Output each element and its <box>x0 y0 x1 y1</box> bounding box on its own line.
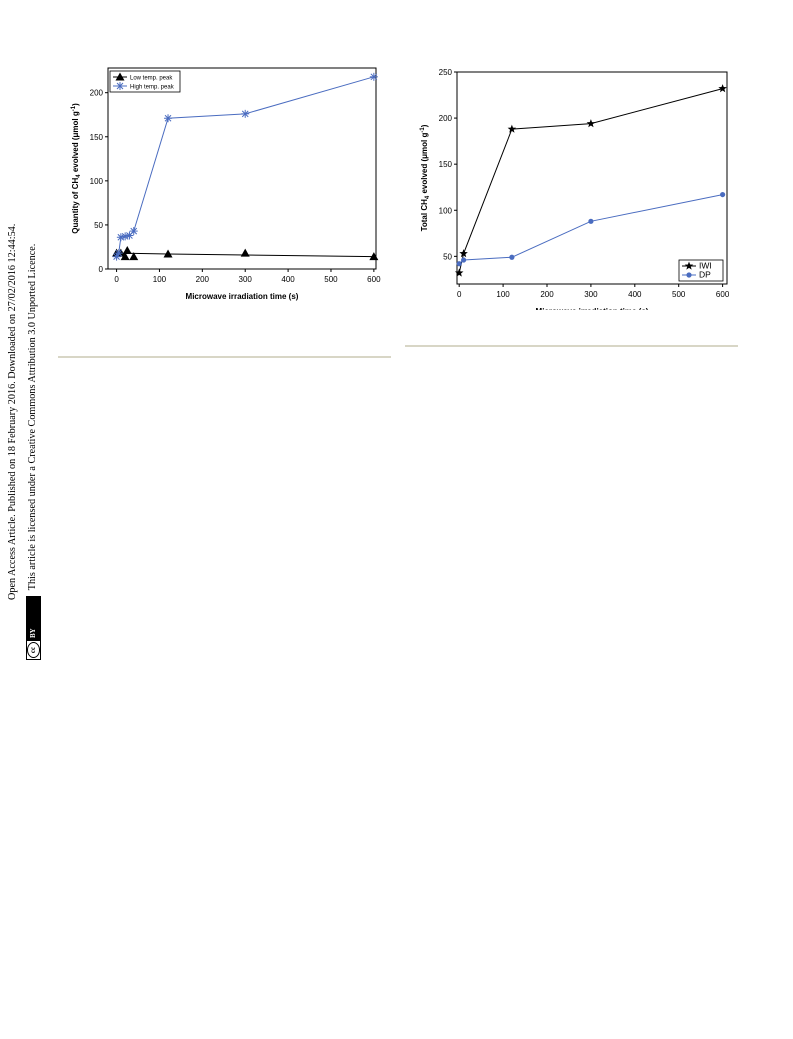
data-point <box>164 114 173 123</box>
plot-frame <box>107 67 377 270</box>
x-tick-label: 600 <box>367 275 381 284</box>
y-axis-label-part: mol g <box>420 133 429 154</box>
data-point <box>163 249 173 258</box>
x-tick-label: 0 <box>114 275 119 284</box>
x-tick-label: 0 <box>457 290 462 299</box>
y-axis-label-part: -1 <box>71 105 77 111</box>
cc-logo-icon: cc <box>26 642 40 658</box>
legend-box <box>109 70 181 93</box>
data-point <box>240 248 250 257</box>
data-point <box>588 218 594 224</box>
legend-label: IWI <box>699 261 712 271</box>
x-tick-label: 100 <box>153 275 167 284</box>
y-axis-label-part: Quantity of CH <box>71 178 80 234</box>
x-tick-label: 500 <box>672 290 686 299</box>
series-line <box>458 194 723 265</box>
chart-right-panel: 0 100 200 300 400 500 600 50 100 150 200 250 Microwa… <box>405 60 740 316</box>
y-tick-label: 150 <box>439 160 453 169</box>
x-tick-label: 100 <box>496 290 510 299</box>
data-point <box>507 124 517 133</box>
legend-marker <box>686 272 692 278</box>
y-tick-label: 0 <box>99 265 104 274</box>
by-label: BY <box>26 625 40 641</box>
license-line[interactable]: This article is licensed under a Creativ… <box>27 243 38 591</box>
y-axis-label-part: mol g <box>71 111 80 132</box>
publication-info: Open Access Article. Published on 18 Feb… <box>6 190 20 660</box>
x-tick-label: 200 <box>540 290 554 299</box>
series-line <box>458 88 723 274</box>
x-tick-label: 600 <box>716 290 730 299</box>
divider-left <box>58 356 391 358</box>
badge-bar <box>26 597 40 626</box>
chart-left-panel: 0 100 200 300 400 500 600 0 50 100 150 200 Microwave… <box>60 60 395 310</box>
x-axis-label: Microwave irradiation time (s) <box>536 307 649 310</box>
series-low-temp-peak <box>112 245 379 261</box>
data-point <box>460 257 467 263</box>
y-axis-label: Quantity of CH4 evolved (μmol g-1) <box>71 103 82 234</box>
x-tick-label: 500 <box>324 275 338 284</box>
license-sidebar: Open Access Article. Published on 18 Feb… <box>6 190 41 660</box>
data-point <box>129 227 138 236</box>
legend-label: High temp. peak <box>130 85 175 91</box>
data-point <box>369 252 379 261</box>
legend: Low temp. peak High temp. peak <box>109 70 181 93</box>
y-tick-label: 100 <box>90 177 104 186</box>
data-point <box>122 245 132 254</box>
x-tick-label: 300 <box>239 275 253 284</box>
data-point <box>720 191 726 198</box>
legend-marker <box>115 72 125 81</box>
y-axis-label-part: μ <box>71 133 80 138</box>
y-tick-label: 50 <box>94 221 103 230</box>
chart-total-ch4: 0 100 200 300 400 500 600 50 100 150 200 250 Microwa… <box>420 68 730 316</box>
y-axis-label-part: Total CH <box>420 199 429 232</box>
data-point <box>120 252 130 261</box>
data-point <box>129 252 139 261</box>
y-axis-label-part: 4 <box>425 195 431 199</box>
data-point <box>454 268 464 277</box>
license-info[interactable]: cc BY This article is licensed under a C… <box>25 190 41 660</box>
y-axis-label-part: μ <box>420 154 429 159</box>
x-tick-label: 400 <box>628 290 642 299</box>
data-point <box>369 72 378 81</box>
y-axis-label-part: evolved ( <box>420 159 429 196</box>
publication-line: Open Access Article. Published on 18 Feb… <box>7 223 18 600</box>
y-axis-label: Total CH4 evolved (μmol g-1) <box>420 124 431 231</box>
y-axis-label-part: evolved ( <box>71 137 80 174</box>
y-tick-label: 150 <box>90 133 104 142</box>
y-tick-label: 200 <box>439 114 453 123</box>
legend-marker <box>116 82 124 90</box>
x-tick-label: 300 <box>584 290 598 299</box>
series-dp <box>456 191 726 267</box>
data-point <box>114 249 123 258</box>
chart-ch4-quantity: 0 100 200 300 400 500 600 0 50 100 150 200 Microwave… <box>71 67 381 301</box>
x-tick-label: 400 <box>281 275 295 284</box>
y-axis-label-part: ) <box>420 124 429 127</box>
y-axis-label-part: ) <box>71 103 80 106</box>
data-point <box>241 109 250 118</box>
y-tick-label: 50 <box>443 252 452 261</box>
data-point <box>456 261 462 267</box>
y-tick-label: 200 <box>90 89 104 98</box>
series-high-temp-peak <box>112 72 378 261</box>
y-axis-label-part: -1 <box>420 127 426 133</box>
series-line <box>116 76 374 257</box>
y-tick-label: 250 <box>439 68 453 77</box>
data-point <box>586 119 596 128</box>
divider-right <box>405 345 738 347</box>
data-point <box>459 249 468 258</box>
legend-label: Low temp. peak <box>130 76 173 82</box>
x-axis-label: Microwave irradiation time (s) <box>186 292 299 301</box>
plot-frame <box>456 71 728 285</box>
y-axis-label-part: 4 <box>76 174 82 178</box>
cc-by-badge-icon[interactable]: cc BY <box>25 596 41 660</box>
y-tick-label: 100 <box>439 206 453 215</box>
data-point <box>509 254 515 260</box>
data-point <box>718 84 727 93</box>
series-iwi <box>454 84 727 277</box>
legend-marker <box>684 261 694 270</box>
legend-label: DP <box>699 270 711 280</box>
x-tick-label: 200 <box>196 275 210 284</box>
